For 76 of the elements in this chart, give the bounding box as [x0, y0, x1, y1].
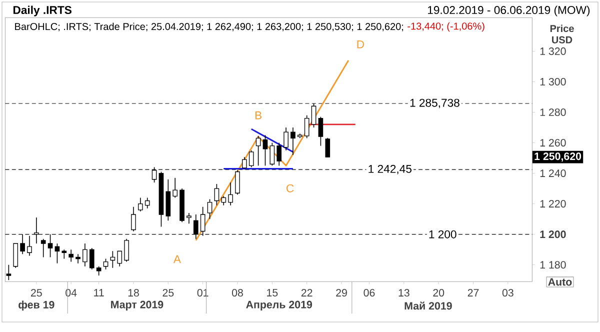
candlestick: [248, 150, 254, 168]
y-tick-label: 1 300: [540, 78, 566, 86]
text: Май 2019: [404, 302, 452, 310]
candlestick: [68, 249, 74, 262]
y-tick-label: 1 240: [540, 170, 566, 178]
candlestick: [221, 196, 226, 206]
annotation: A: [173, 255, 181, 263]
chart-subtitle: 19.02.2019 - 06.06.2019 (MOW): [428, 6, 590, 16]
y-tick-label: 1 320: [540, 47, 566, 55]
candlestick: [27, 235, 32, 256]
x-tick-label: 29: [336, 289, 347, 297]
candlestick: [131, 206, 136, 232]
candlestick: [40, 238, 46, 258]
candlestick: [172, 177, 178, 198]
candlestick: [284, 127, 288, 151]
candlestick: [318, 116, 324, 146]
candlestick: [138, 197, 143, 212]
y-tick-label: 1 180: [540, 261, 566, 269]
x-tick-label: 20: [433, 289, 444, 297]
x-tick-label: 11: [94, 289, 104, 296]
x-tick-label: 25: [31, 289, 42, 297]
annotation: B: [255, 111, 262, 120]
candlestick: [304, 114, 310, 139]
x-tick-label: 03: [502, 289, 514, 297]
candlestick: [96, 266, 102, 276]
candlestick: [325, 137, 330, 158]
ref-line-label: 1 242,45: [368, 164, 412, 174]
candlestick: [62, 249, 67, 260]
candlestick: [103, 258, 108, 270]
candlestick: [6, 264, 12, 280]
y-axis-title: Price USD: [550, 24, 574, 44]
x-tick-label: 08: [232, 289, 243, 297]
candlestick: [186, 212, 192, 224]
ref-line-label: 1 285,738: [410, 98, 460, 108]
text: Апрель 2019: [246, 300, 312, 310]
candlestick: [214, 184, 220, 206]
text: фев 19: [18, 300, 54, 311]
candlestick: [270, 142, 275, 166]
annotation: BarOHLC; .IRTS; Trade Price; 25.04.2019; 1 262,490; 1 263,200; 1 250,530; 1 250,620;: [15, 22, 404, 32]
x-tick-label: 22: [301, 289, 312, 296]
x-tick-label: 15: [267, 289, 278, 296]
ref-line-label: 1 200: [429, 230, 456, 238]
y-tick-label: 1 200: [540, 230, 566, 238]
chart-title: Daily .IRTS: [13, 6, 72, 16]
y-tick-label: 1 220: [540, 200, 566, 208]
candlestick: [262, 134, 268, 166]
x-tick-label: 04: [66, 289, 77, 297]
x-tick-label: 01: [197, 289, 208, 297]
candlestick: [13, 243, 18, 268]
candlestick: [144, 197, 150, 209]
x-tick-label: 13: [398, 289, 410, 297]
candlestick: [110, 250, 116, 268]
text: Март 2019: [111, 300, 164, 310]
x-tick-label: 25: [162, 289, 174, 297]
annotation: D: [357, 40, 364, 48]
y-tick-label: 1 260: [540, 138, 566, 147]
candlestick: [228, 182, 233, 206]
candlestick: [117, 250, 122, 267]
x-tick-label: 06: [364, 289, 375, 297]
candlestick: [256, 136, 261, 166]
candlestick: [54, 243, 60, 264]
candlestick: [290, 127, 296, 156]
line-series: [195, 60, 350, 242]
candlestick: [207, 198, 212, 220]
text: 1 250,620: [534, 152, 582, 162]
annotation: C: [286, 184, 294, 192]
candlestick: [82, 243, 88, 267]
candlestick: [76, 254, 80, 264]
x-tick-label: 27: [468, 289, 479, 296]
candlestick: [89, 248, 94, 270]
annotation: -13,440; (-1,06%): [408, 22, 484, 32]
text: Auto: [548, 278, 572, 286]
candlestick: [276, 142, 282, 166]
x-tick-label: 18: [128, 289, 139, 297]
y-tick-label: 1 280: [540, 108, 566, 116]
candlestick: [124, 238, 129, 262]
